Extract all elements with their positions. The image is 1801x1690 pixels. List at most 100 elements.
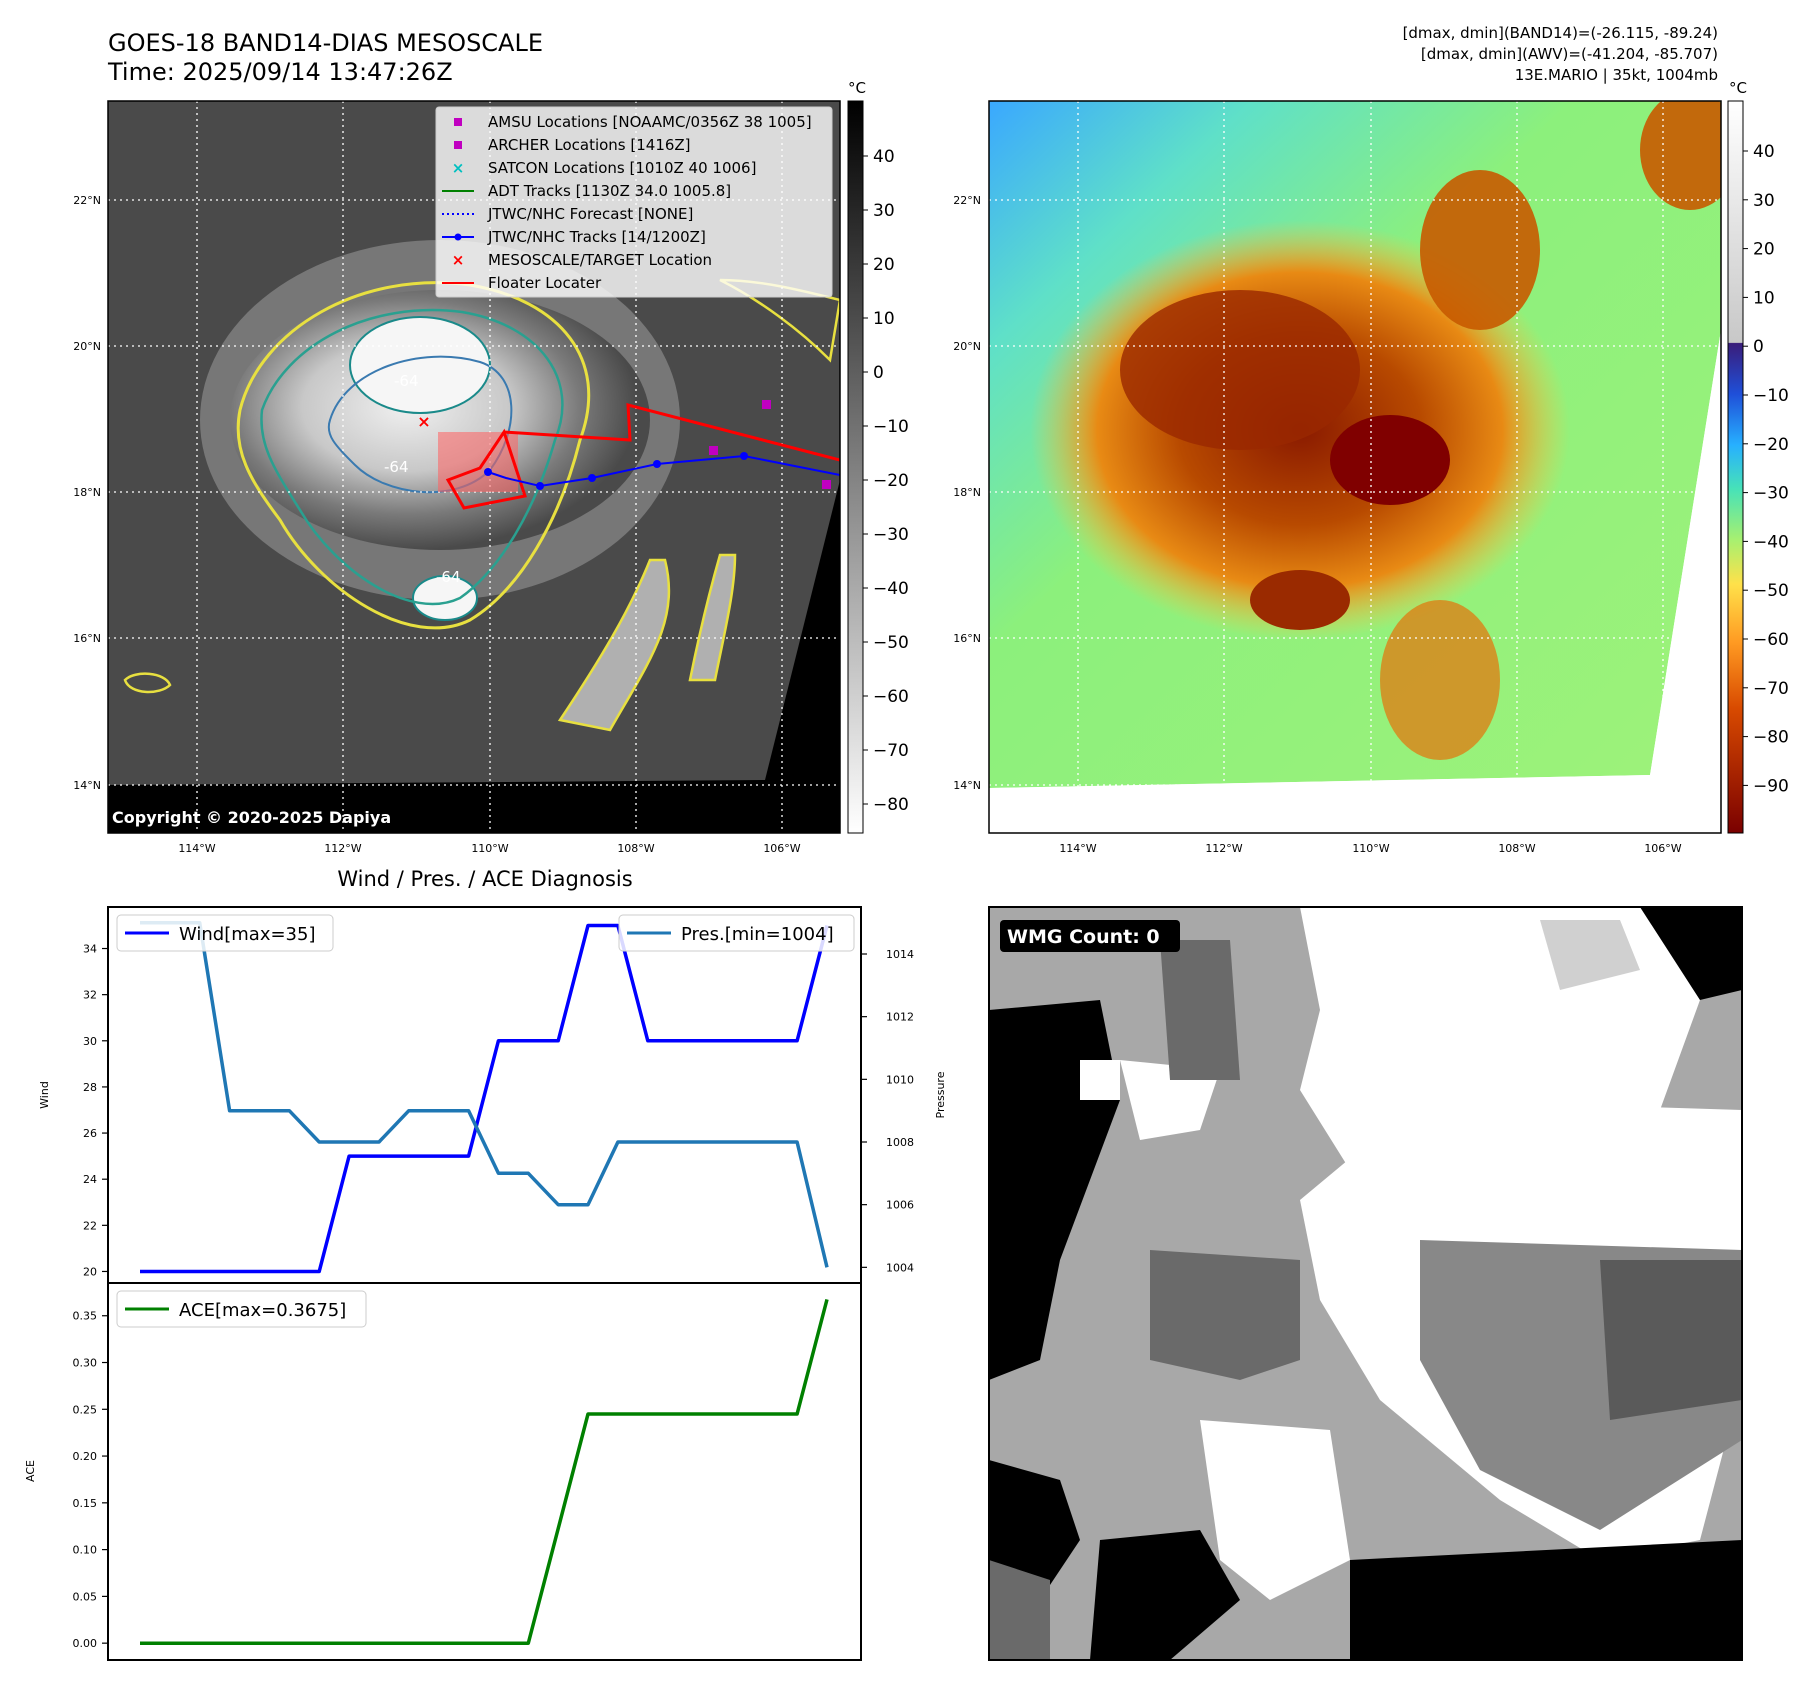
- awv-lon-label: 112°W: [1205, 842, 1242, 855]
- ace-tick-label: 0.15: [73, 1497, 98, 1510]
- legend-label: AMSU Locations [NOAAMC/0356Z 38 1005]: [488, 113, 812, 131]
- awv-lat-label: 22°N: [953, 194, 981, 207]
- colorbar-tick-label: −10: [873, 417, 909, 437]
- ir-lat-labels: 22°N 20°N 18°N 16°N 14°N: [73, 194, 101, 792]
- colorbar-tick-label: 0: [873, 363, 884, 383]
- figure-time: Time: 2025/09/14 13:47:26Z: [107, 58, 453, 86]
- legend-label: Floater Locater: [488, 274, 602, 292]
- ir-legend: AMSU Locations [NOAAMC/0356Z 38 1005] ARC…: [435, 106, 833, 298]
- colorbar-tick-label: −70: [873, 741, 909, 761]
- colorbar-tick-label: 40: [873, 147, 895, 167]
- target-marker: ×: [417, 412, 430, 431]
- pressure-tick-label: 1014: [886, 948, 914, 961]
- colorbar-tick-label: 30: [873, 201, 895, 221]
- colorbar-tick-label: −30: [873, 525, 909, 545]
- ir-contour-yellow: [236, 281, 591, 630]
- ir-lat-label: 20°N: [73, 340, 101, 353]
- ace-chart: 0.00 0.05 0.10 0.15 0.20 0.25 0.30 0.35 ACE ACE…: [24, 1282, 862, 1661]
- legend-label: SATCON Locations [1010Z 40 1006]: [488, 159, 756, 177]
- legend-marker-dot: [454, 233, 462, 241]
- wind-tick-label: 34: [83, 943, 97, 956]
- ir-lat-label: 22°N: [73, 194, 101, 207]
- wind-legend: Wind[max=35]: [116, 914, 334, 952]
- pressure-ylabel: Pressure: [934, 1071, 947, 1118]
- ace-tick-label: 0.25: [73, 1403, 98, 1416]
- ir-lon-label: 110°W: [471, 842, 508, 855]
- legend-label: JTWC/NHC Tracks [14/1200Z]: [487, 228, 706, 246]
- legend-marker: ×: [452, 251, 465, 269]
- ace-plot-area: [107, 1282, 862, 1661]
- contour-label-3: -64: [436, 568, 461, 586]
- colorbar-tick-label: 10: [873, 309, 895, 329]
- wind-tick-label: 24: [83, 1173, 97, 1186]
- awv-lon-label: 110°W: [1352, 842, 1389, 855]
- ir-lat-label: 18°N: [73, 486, 101, 499]
- legend-marker: ×: [452, 159, 465, 177]
- colorbar-tick-label: 20: [873, 255, 895, 275]
- wmg-panel: WMG Count: 0: [988, 906, 1743, 1661]
- legend-marker: [454, 141, 462, 149]
- awv-nodata-wedge: [989, 330, 1721, 833]
- wind-tick-label: 30: [83, 1035, 97, 1048]
- ace-line: [140, 1298, 829, 1645]
- colorbar-tick-label: 40: [1753, 142, 1775, 162]
- awv-lat-label: 18°N: [953, 486, 981, 499]
- ace-legend-label: ACE[max=0.3675]: [179, 1300, 346, 1321]
- ir-lon-label: 106°W: [763, 842, 800, 855]
- legend-label: JTWC/NHC Forecast [NONE]: [487, 205, 693, 223]
- legend-label: ARCHER Locations [1416Z]: [488, 136, 691, 154]
- colorbar-tick-label: −10: [1753, 386, 1789, 406]
- ir-contour-teal: [260, 308, 564, 606]
- colorbar-tick-label: −70: [1753, 679, 1789, 699]
- colorbar-tick-label: 10: [1753, 288, 1775, 308]
- contour-label-2: -64: [384, 458, 409, 476]
- awv-lon-labels: 114°W 112°W 110°W 108°W 106°W: [1059, 842, 1681, 855]
- wind-pressure-chart: Wind / Pres. / ACE Diagnosis 20 22 24 26 28 3…: [38, 867, 947, 1284]
- archer-marker: [709, 446, 718, 455]
- legend-marker: [454, 118, 462, 126]
- colorbar-tick-label: −40: [873, 579, 909, 599]
- colorbar-tick-label: −20: [873, 471, 909, 491]
- ir-colorbar-unit: °C: [848, 79, 866, 97]
- colorbar-tick-label: −30: [1753, 484, 1789, 504]
- ace-tick-label: 0.05: [73, 1590, 98, 1603]
- ace-tick-label: 0.10: [73, 1544, 98, 1557]
- ir-colorbar: °C 40 30 20 10 0 −10 −20 −30 −40 −50 −60 −70 −80: [847, 79, 909, 834]
- pressure-legend: Pres.[min=1004]: [618, 914, 855, 952]
- awv-lon-label: 106°W: [1644, 842, 1681, 855]
- figure-title: GOES-18 BAND14-DIAS MESOSCALE: [108, 29, 543, 57]
- colorbar-tick-label: −20: [1753, 435, 1789, 455]
- ir-lon-label: 114°W: [178, 842, 215, 855]
- colorbar-tick-label: −60: [1753, 630, 1789, 650]
- awv-colorbar: °C 40 30 20 10 0 −10 −20 −30 −40 −50 −60 −70 −80 −90: [1727, 79, 1789, 834]
- info-storm: 13E.MARIO | 35kt, 1004mb: [1515, 66, 1718, 84]
- colorbar-tick-label: 20: [1753, 240, 1775, 260]
- colorbar-tick-label: 30: [1753, 191, 1775, 211]
- ace-tick-label: 0.00: [73, 1637, 98, 1650]
- wmg-badge-box: [1000, 920, 1180, 952]
- pressure-tick-label: 1010: [886, 1073, 914, 1086]
- awv-colorbar-unit: °C: [1729, 79, 1747, 97]
- wind-tick-label: 32: [83, 989, 97, 1002]
- info-band14: [dmax, dmin](BAND14)=(-26.115, -89.24): [1403, 24, 1718, 42]
- amsu-marker: [762, 400, 771, 409]
- colorbar-tick-label: 0: [1753, 337, 1764, 357]
- awv-lat-labels: 22°N 20°N 18°N 16°N 14°N: [953, 194, 981, 792]
- awv-lat-label: 14°N: [953, 779, 981, 792]
- pressure-tick-label: 1008: [886, 1136, 914, 1149]
- ir-lat-label: 14°N: [73, 779, 101, 792]
- awv-map-panel: 22°N 20°N 18°N 16°N 14°N 114°W 112°W 110°W 108°…: [953, 100, 1722, 855]
- ir-nodata-wedge: [108, 480, 840, 833]
- ir-lon-labels: 114°W 112°W 110°W 108°W 106°W: [178, 842, 800, 855]
- ir-lon-label: 112°W: [324, 842, 361, 855]
- wind-ylabel: Wind: [38, 1081, 51, 1109]
- colorbar-tick-label: −80: [873, 795, 909, 815]
- colorbar-tick-label: −50: [873, 633, 909, 653]
- pressure-yticks: 1004 1006 1008 1010 1012 1014: [861, 948, 914, 1274]
- ace-yticks: 0.00 0.05 0.10 0.15 0.20 0.25 0.30 0.35: [73, 1310, 108, 1650]
- contour-label-1: -64: [394, 372, 419, 390]
- ir-map-panel: -64 -64 -64 ×: [73, 100, 841, 855]
- wind-tick-label: 20: [83, 1265, 97, 1278]
- pressure-tick-label: 1012: [886, 1011, 914, 1024]
